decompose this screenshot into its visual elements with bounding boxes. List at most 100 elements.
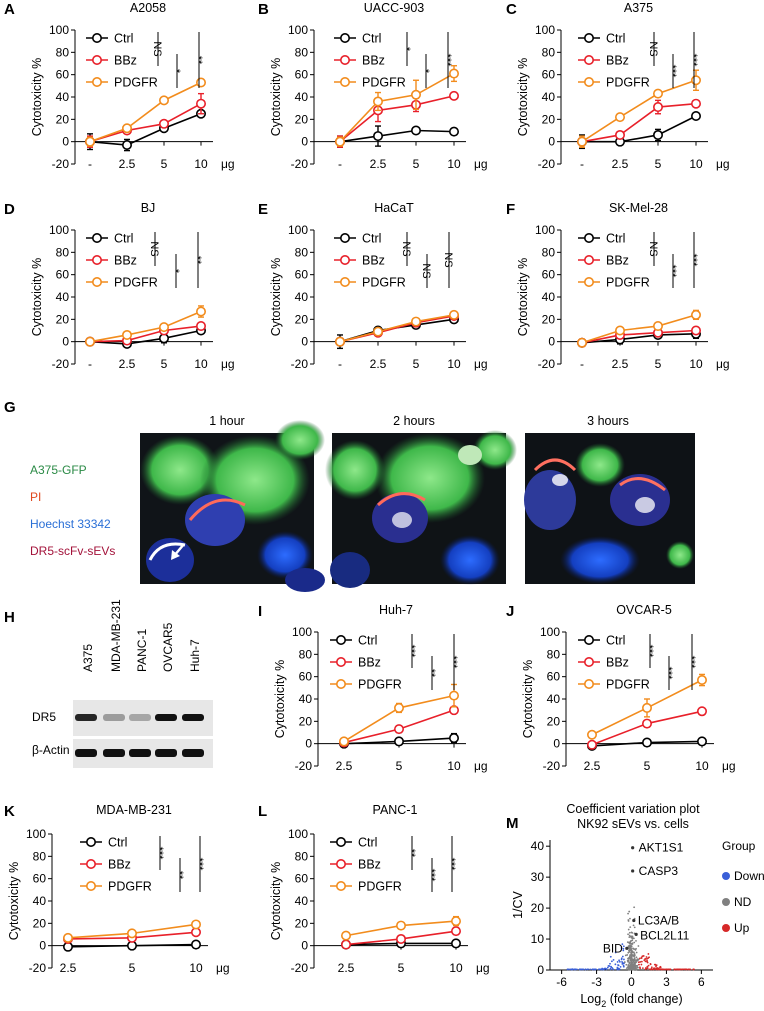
legend-label-pdgfr: PDGFR (358, 678, 402, 692)
y-tick-label: 40 (295, 894, 309, 908)
scatter-point-nd (632, 937, 635, 940)
y-tick-label: 80 (542, 245, 556, 259)
y-tick-label: 60 (33, 872, 47, 886)
y-tick-label: 40 (542, 290, 556, 304)
legend-marker-ctrl (339, 32, 350, 43)
blot-row-label-actin: β-Actin (32, 743, 70, 757)
significance-label: *** (687, 254, 699, 268)
data-point-pdgfr (122, 329, 133, 340)
x-tick-label: 10 (447, 759, 461, 773)
panel-label: I (258, 603, 262, 620)
scatter-point-nd (633, 953, 636, 955)
panel-label: C (506, 1, 517, 18)
chart-panel-A: A A2058 Cytotoxicity % -20 0 20 40 60 80 100 - 2.5 5… (4, 1, 235, 171)
point-label: BID (603, 941, 623, 955)
legend-hoechst: Hoechst 33342 (30, 517, 111, 531)
x-tick-label: - (88, 357, 92, 371)
legend-marker-down (722, 872, 730, 880)
y-tick-label: 60 (295, 268, 309, 282)
scatter-point-nd (631, 932, 634, 934)
y-axis-label: Cytotoxicity % (269, 58, 283, 137)
scatter-point-down (571, 968, 574, 971)
data-point-ctrl (372, 131, 383, 142)
y-axis-label: Cytotoxicity % (521, 660, 535, 739)
data-point-pdgfr (690, 75, 701, 86)
significance-label: NS (148, 241, 160, 256)
chart-panel-D: D BJ Cytotoxicity % -20 0 20 40 60 80 100 - 2.5 5 10 μ… (4, 201, 235, 371)
scatter-point-up (649, 968, 652, 971)
scatter-point-down (619, 965, 622, 968)
legend-label-pdgfr: PDGFR (606, 276, 650, 290)
significance-label: * (419, 69, 431, 74)
y-tick-label: 0 (548, 135, 555, 149)
legend-marker-bbz (583, 255, 594, 266)
y-tick-label: -20 (52, 357, 70, 371)
scatter-point-up (643, 959, 646, 961)
y-axis-label: Cytotoxicity % (516, 58, 530, 137)
scatter-point-nd (627, 912, 629, 915)
scatter-point-nd (633, 962, 636, 964)
y-tick-label: 100 (49, 23, 69, 37)
legend-marker-ctrl (339, 233, 350, 244)
blot-band-dr5 (103, 714, 125, 721)
chart-title: MDA-MB-231 (96, 803, 172, 817)
scatter-point-nd (627, 966, 630, 969)
y-tick-label: -20 (291, 157, 309, 171)
lane-label: A375 (81, 644, 95, 672)
scatter-point-up (646, 965, 649, 968)
legend-label-pdgfr: PDGFR (108, 880, 152, 894)
data-point-pdgfr (690, 309, 701, 320)
point-label: BCL2L11 (640, 928, 689, 942)
y-tick-label: 100 (535, 23, 555, 37)
y-tick-label: 80 (542, 45, 556, 59)
data-point-pdgfr (85, 336, 96, 347)
scatter-point-down (622, 965, 625, 968)
legend-label-bbz: BBz (114, 254, 137, 268)
scatter-point-nd (628, 962, 631, 965)
data-point-pdgfr (159, 322, 170, 333)
chart-panel-F: F SK-Mel-28 Cytotoxicity % -20 0 20 40 60 80 100 -… (506, 201, 730, 371)
scatter-point-nd (636, 964, 639, 967)
point-label: CASP3 (639, 864, 679, 878)
legend-label-ctrl: Ctrl (114, 232, 133, 246)
x-tick-label: 10 (689, 157, 703, 171)
x-tick-label: - (580, 357, 584, 371)
scatter-point-nd (637, 945, 640, 947)
significance-label: NS (647, 41, 659, 56)
scatter-point-down (622, 949, 625, 952)
scatter-point-down (621, 955, 624, 958)
scatter-point-up (645, 956, 648, 958)
series-line-pdgfr (89, 310, 202, 343)
x-unit-label: μg (474, 357, 488, 371)
scatter-point-up (647, 953, 650, 955)
legend-label-ctrl: Ctrl (108, 836, 127, 850)
y-tick-label: 0 (62, 335, 69, 349)
chart-panel-C: C A375 Cytotoxicity % -20 0 20 40 60 80 100 - 2.5 5 1… (506, 1, 730, 171)
y-tick-label: 80 (295, 245, 309, 259)
scatter-point-up (654, 963, 657, 966)
y-tick-label: 0 (301, 135, 308, 149)
legend-label-ctrl: Ctrl (362, 232, 381, 246)
scatter-point-nd (632, 964, 635, 967)
significance-label: * (170, 69, 182, 74)
series-line-bbz (339, 95, 455, 143)
data-point-bbz (196, 321, 207, 332)
y-tick-label: 10 (531, 932, 545, 946)
scatter-point-down (609, 967, 612, 970)
scatter-point-down (622, 945, 625, 948)
scatter-point-up (649, 962, 652, 965)
data-point-ctrl (448, 733, 459, 744)
scatter-point-nd (627, 920, 630, 922)
x-tick-label: 5 (161, 157, 168, 171)
x-unit-label: μg (221, 357, 235, 371)
data-point-pdgfr (395, 920, 406, 931)
y-axis-label: Cytotoxicity % (269, 862, 283, 941)
legend-title: Group (722, 839, 756, 853)
y-axis-label: Cytotoxicity % (516, 258, 530, 337)
series-line-bbz (581, 102, 697, 143)
scatter-point-nd (623, 961, 626, 963)
significance-label: *** (441, 54, 453, 68)
data-point-pdgfr (372, 326, 383, 337)
scatter-point-nd (627, 959, 630, 962)
legend-marker-bbz (335, 656, 346, 667)
